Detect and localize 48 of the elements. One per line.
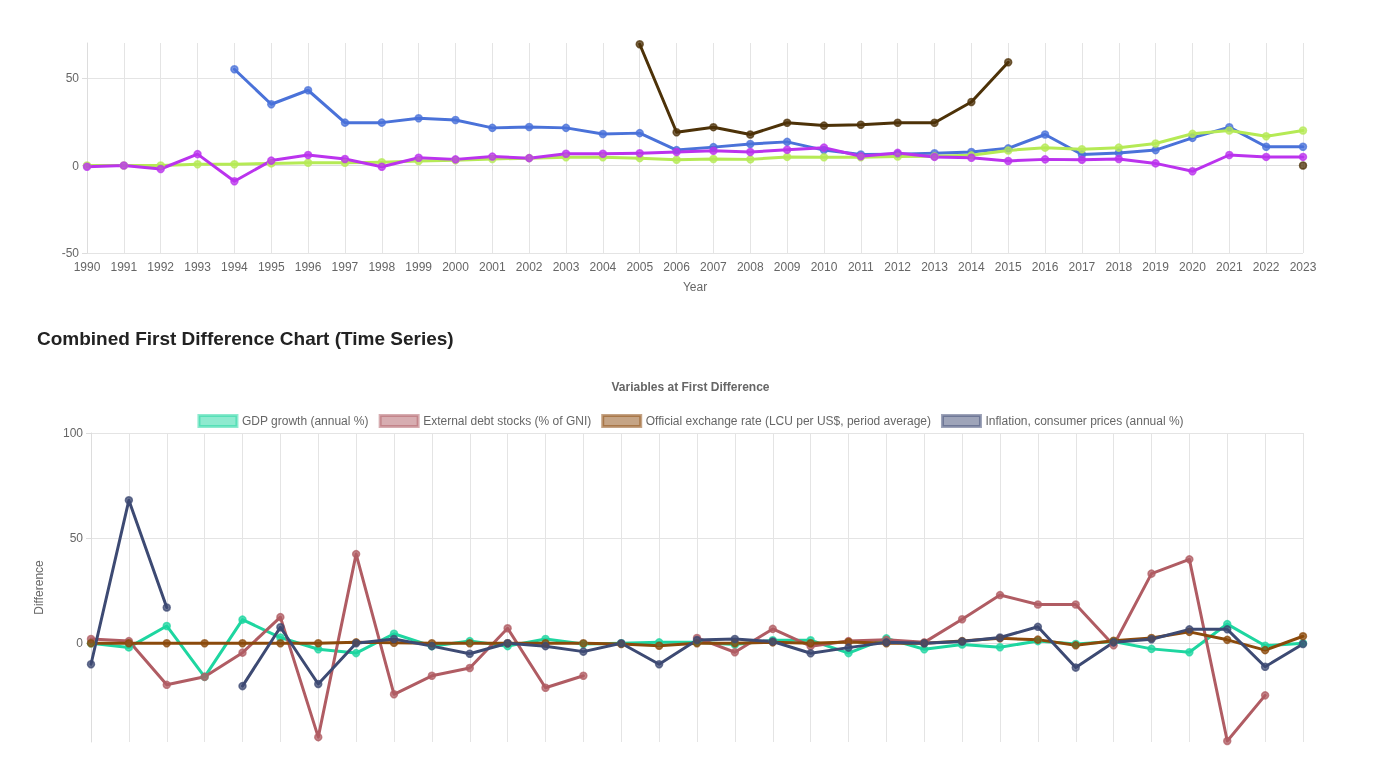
x-tick-label: 2017 [1068, 260, 1096, 274]
x-tick-label: 1991 [110, 260, 138, 274]
chart-title: Combined First Difference Chart (Time Series) [37, 328, 454, 349]
x-tick-label: 2018 [1105, 260, 1133, 274]
legend-label: Inflation, consumer prices (annual %) [985, 414, 1184, 428]
x-tick-label: 2008 [736, 260, 764, 274]
x-tick-label: 1996 [294, 260, 322, 274]
y-tick-label: 0 [76, 636, 84, 651]
x-tick-label: 2012 [884, 260, 912, 274]
x-tick-label: 2020 [1179, 260, 1207, 274]
x-tick-label: 1993 [184, 260, 212, 274]
x-tick-label: 2006 [663, 260, 691, 274]
x-tick-label: 2002 [515, 260, 543, 274]
x-tick-label: 2011 [847, 260, 875, 274]
x-tick-label: 2009 [773, 260, 801, 274]
x-tick-label: 2015 [994, 260, 1022, 274]
x-tick-label: 1999 [405, 260, 433, 274]
x-tick-label: 2004 [589, 260, 617, 274]
x-tick-label: 1997 [331, 260, 359, 274]
x-tick-label: 2022 [1252, 260, 1280, 274]
x-tick-label: 2003 [552, 260, 580, 274]
legend-label: Official exchange rate (LCU per US$, period average) [645, 414, 931, 428]
y-tick-label: 0 [72, 158, 80, 173]
y-tick-label: -50 [61, 246, 80, 260]
x-tick-label: 1994 [221, 260, 249, 274]
x-tick-label: 2013 [921, 260, 949, 274]
x-tick-label: 2001 [478, 260, 506, 274]
x-tick-label: 2000 [442, 260, 470, 274]
x-tick-label: 2021 [1215, 260, 1243, 274]
y-tick-label: 50 [69, 531, 84, 546]
x-tick-label: 1990 [73, 260, 101, 274]
y-tick-label: 50 [65, 71, 80, 85]
legend-label: GDP growth (annual %) [241, 414, 369, 428]
x-tick-label: 2016 [1031, 260, 1059, 274]
x-tick-label: 2005 [626, 260, 654, 274]
x-tick-label: 1998 [368, 260, 396, 274]
chart-subtitle: Variables at First Difference [611, 380, 770, 394]
x-tick-label: 2007 [700, 260, 728, 274]
x-tick-label: 2014 [958, 260, 986, 274]
x-tick-label: 2019 [1142, 260, 1170, 274]
y-tick-label: 100 [62, 426, 84, 440]
x-tick-label: 1992 [147, 260, 175, 274]
x-tick-label: 1995 [257, 260, 285, 274]
legend-label: External debt stocks (% of GNI) [423, 414, 592, 428]
x-tick-label: 2023 [1289, 260, 1317, 274]
x-axis-title: Year [682, 280, 708, 294]
x-tick-label: 2010 [810, 260, 838, 274]
y-axis-title: Difference [32, 559, 46, 615]
